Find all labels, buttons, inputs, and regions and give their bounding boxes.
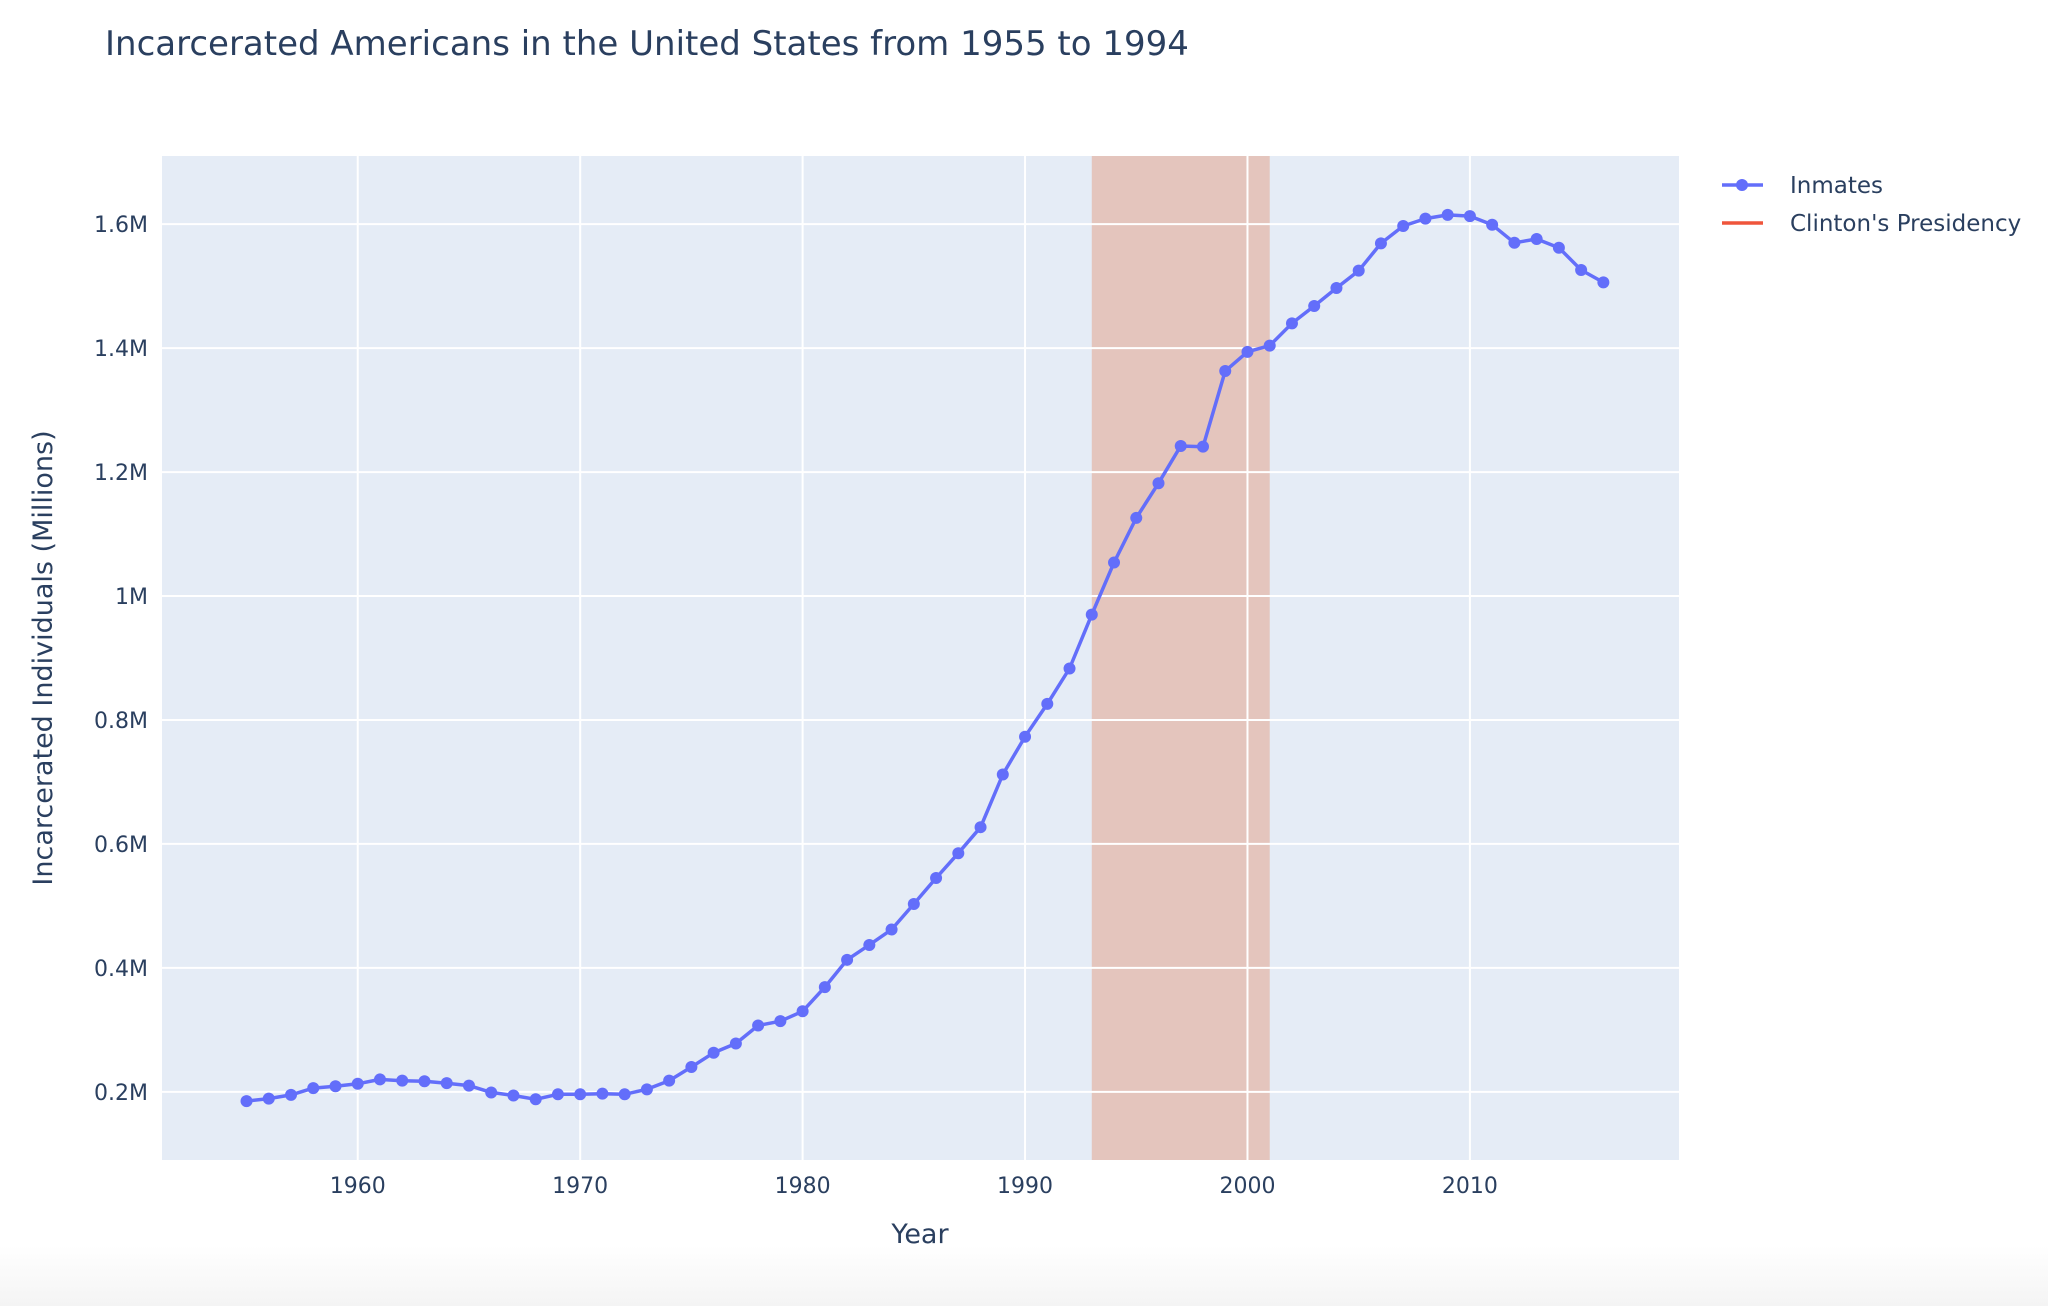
inmates-data-point (1196, 440, 1209, 453)
y-tick-label: 0.8M (94, 709, 148, 734)
legend-inmates-marker (1736, 179, 1748, 191)
inmates-data-point (1552, 241, 1565, 254)
inmates-data-point (1041, 697, 1054, 710)
inmates-data-point (418, 1075, 431, 1088)
inmates-data-point (952, 847, 965, 860)
tick-label-layer: 1960 1970 1980 1990 2000 2010 0.2M 0.4M 0.6M 0.8M… (94, 213, 1498, 1199)
x-tick-label: 1960 (330, 1174, 386, 1199)
inmates-data-point (1374, 237, 1387, 250)
series-layer (240, 208, 1610, 1108)
inmates-data-point (485, 1086, 498, 1099)
y-tick-label: 1M (115, 585, 148, 610)
inmates-data-point (618, 1088, 631, 1101)
inmates-data-point (307, 1082, 320, 1095)
inmates-data-point (1486, 218, 1499, 231)
y-axis-title: Incarcerated Individuals (Millions) (28, 430, 59, 885)
y-tick-label: 1.6M (94, 213, 148, 238)
inmates-data-point (1597, 276, 1610, 289)
inmates-data-point (774, 1015, 787, 1028)
inmates-data-point (1263, 339, 1276, 352)
inmates-data-point (329, 1080, 342, 1093)
inmates-data-point (1419, 212, 1432, 225)
inmates-data-point (1397, 220, 1410, 233)
inmates-data-point (462, 1079, 475, 1092)
inmates-data-point (907, 898, 920, 911)
inmates-data-point (285, 1088, 298, 1101)
inmates-data-point (1085, 608, 1098, 621)
inmates-data-point (996, 768, 1009, 781)
inmates-data-point (752, 1019, 765, 1032)
inmates-data-point (1063, 662, 1076, 675)
plot-area (162, 156, 1679, 1160)
inmates-data-point (507, 1089, 520, 1102)
inmates-data-point (551, 1088, 564, 1101)
y-tick-label: 0.6M (94, 833, 148, 858)
y-tick-label: 0.2M (94, 1081, 148, 1106)
legend-clinton-label: Clinton's Presidency (1790, 211, 2021, 237)
inmates-data-point (863, 938, 876, 951)
inmates-data-point (1330, 282, 1343, 295)
inmates-data-point (1241, 345, 1254, 358)
inmates-data-point (729, 1037, 742, 1050)
inmates-data-point (885, 923, 898, 936)
inmates-data-point (1308, 299, 1321, 312)
y-tick-label: 1.4M (94, 337, 148, 362)
inmates-data-point (1174, 440, 1187, 453)
x-tick-label: 1970 (552, 1174, 608, 1199)
inmates-data-point (574, 1088, 587, 1101)
legend-inmates-label: Inmates (1790, 173, 1883, 199)
x-tick-label: 2000 (1219, 1174, 1275, 1199)
x-tick-label: 2010 (1442, 1174, 1498, 1199)
inmates-data-point (796, 1005, 809, 1018)
inmates-data-point (1152, 477, 1165, 490)
inmates-data-point (1019, 730, 1032, 743)
inmates-data-point (1441, 208, 1454, 221)
inmates-data-point (596, 1087, 609, 1100)
inmates-data-point (440, 1077, 453, 1090)
shaded-region-layer (1091, 156, 1270, 1160)
x-tick-label: 1990 (997, 1174, 1053, 1199)
inmates-data-point (1508, 236, 1521, 249)
y-tick-label: 1.2M (94, 461, 148, 486)
inmates-data-point (1108, 556, 1121, 569)
inmates-data-point (240, 1095, 253, 1108)
chart-title: Incarcerated Americans in the United Sta… (105, 24, 1189, 64)
inmates-data-point (1463, 210, 1476, 223)
inmates-data-point (1352, 264, 1365, 277)
inmates-data-point (1130, 511, 1143, 524)
inmates-data-point (262, 1092, 275, 1105)
x-axis-title: Year (890, 1219, 949, 1250)
inmates-data-point (818, 981, 831, 994)
inmates-data-point (974, 821, 987, 834)
x-tick-label: 1980 (775, 1174, 831, 1199)
legend: Inmates Clinton's Presidency (1722, 173, 2021, 237)
inmates-data-point (1219, 365, 1232, 378)
inmates-data-point (841, 953, 854, 966)
inmates-data-point (1285, 317, 1298, 330)
clinton-presidency-region (1091, 156, 1270, 1160)
inmates-data-point (640, 1083, 653, 1096)
inmates-data-point (663, 1074, 676, 1087)
inmates-data-point (1530, 233, 1543, 246)
inmates-data-point (396, 1074, 409, 1087)
inmates-data-point (351, 1077, 364, 1090)
inmates-data-point (707, 1046, 720, 1059)
inmates-data-point (529, 1093, 542, 1106)
inmates-data-point (930, 872, 943, 885)
inmates-data-point (373, 1073, 386, 1086)
inmates-data-point (1575, 264, 1588, 277)
y-tick-label: 0.4M (94, 957, 148, 982)
inmates-data-point (685, 1061, 698, 1074)
